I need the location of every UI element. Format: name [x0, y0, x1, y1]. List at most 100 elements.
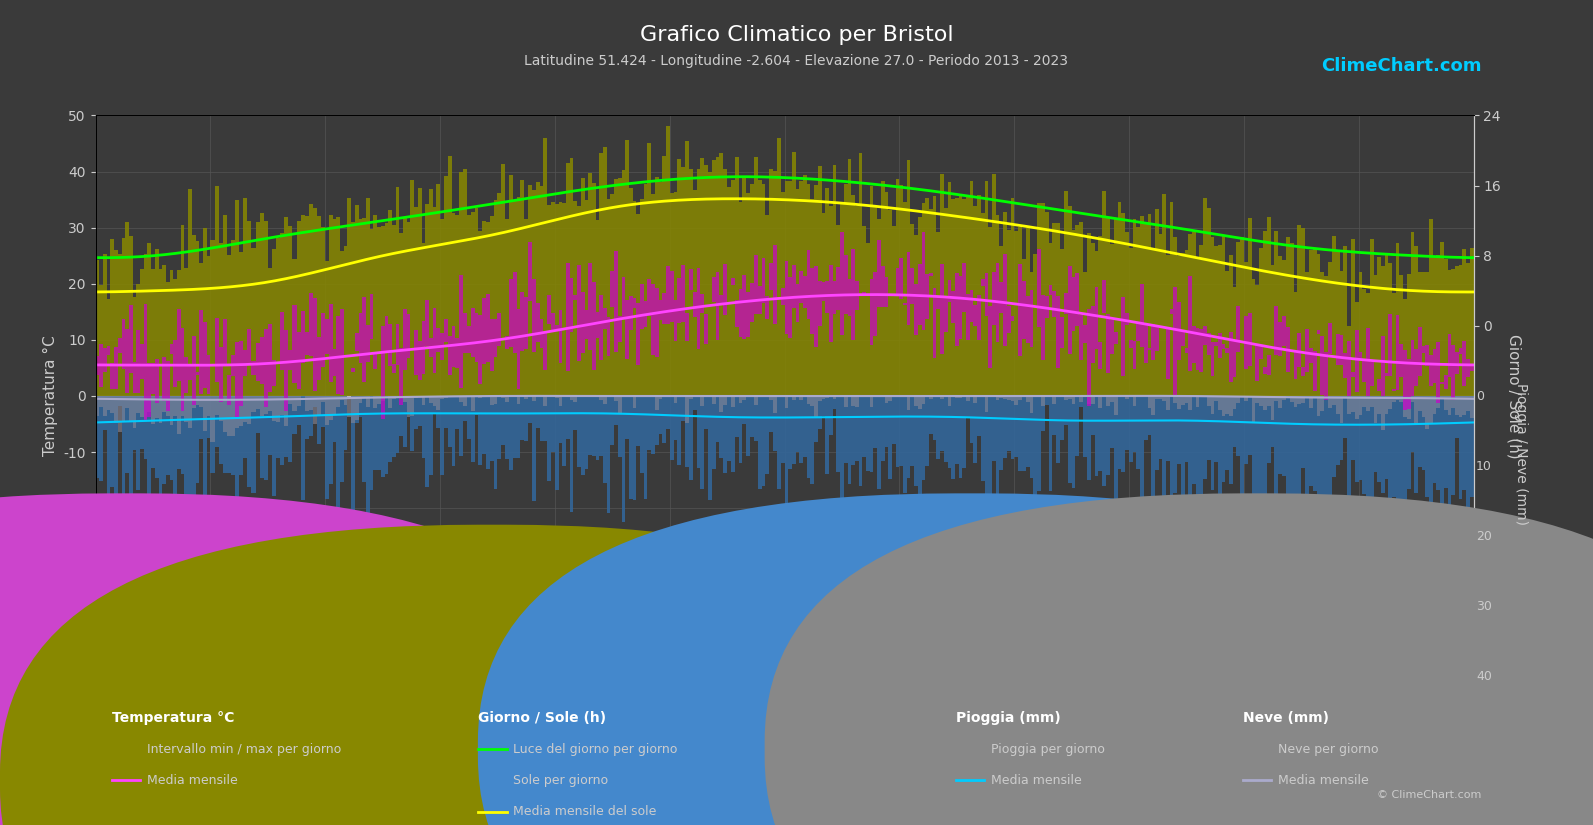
Bar	[336, 317, 339, 394]
Bar	[1454, 396, 1459, 416]
Bar	[1196, 396, 1200, 408]
Bar	[666, 126, 669, 396]
Bar	[1321, 336, 1324, 395]
Bar	[1451, 396, 1454, 495]
Bar	[494, 396, 497, 404]
Bar	[1356, 330, 1359, 392]
Bar	[392, 396, 395, 399]
Bar	[1158, 396, 1163, 459]
Bar	[1177, 396, 1180, 464]
Bar	[884, 396, 889, 447]
Bar	[322, 227, 325, 396]
Bar	[366, 396, 370, 516]
Bar	[1407, 396, 1410, 419]
Bar	[817, 280, 822, 326]
Bar	[1200, 329, 1203, 372]
Bar	[1083, 396, 1086, 457]
Bar	[626, 300, 629, 359]
Bar	[1007, 396, 1010, 400]
Bar	[288, 396, 293, 462]
Bar	[1166, 396, 1169, 460]
Bar	[926, 396, 929, 466]
Bar	[1147, 396, 1152, 408]
Bar	[328, 396, 333, 420]
Bar	[284, 218, 288, 396]
Bar	[870, 396, 873, 407]
Bar	[1440, 396, 1443, 398]
Bar	[720, 295, 723, 304]
Bar	[207, 355, 210, 394]
Bar	[1026, 396, 1029, 467]
Bar	[1129, 248, 1133, 396]
Bar	[1421, 396, 1426, 470]
Bar	[483, 298, 486, 364]
Bar	[1099, 396, 1102, 408]
Bar	[1106, 217, 1110, 396]
Text: 20: 20	[1477, 530, 1491, 543]
Bar	[1018, 396, 1021, 399]
Bar	[1021, 281, 1026, 339]
Bar	[414, 396, 417, 398]
Bar	[159, 269, 162, 396]
Text: Latitudine 51.424 - Longitudine -2.604 - Elevazione 27.0 - Periodo 2013 - 2023: Latitudine 51.424 - Longitudine -2.604 -…	[524, 54, 1069, 68]
Text: © ClimeChart.com: © ClimeChart.com	[1376, 790, 1481, 800]
Bar	[96, 260, 99, 396]
Bar	[104, 396, 107, 416]
Bar	[1121, 297, 1125, 375]
Bar	[1392, 389, 1395, 391]
Bar	[1278, 323, 1282, 356]
Bar	[280, 396, 284, 415]
Bar	[1067, 396, 1072, 399]
Bar	[1244, 396, 1247, 464]
Bar	[1459, 266, 1462, 396]
Bar	[1083, 326, 1086, 343]
Bar	[199, 263, 202, 396]
Bar	[1294, 396, 1297, 408]
Bar	[581, 292, 585, 352]
Bar	[148, 363, 151, 417]
Bar	[781, 192, 785, 396]
Bar	[1244, 396, 1247, 401]
Bar	[1080, 396, 1083, 407]
Bar	[1421, 346, 1426, 353]
Bar	[304, 396, 309, 411]
Bar	[626, 396, 629, 440]
Bar	[1029, 396, 1034, 412]
Bar	[535, 396, 540, 427]
Bar	[1247, 314, 1252, 366]
Bar	[384, 317, 389, 351]
Bar	[954, 396, 959, 398]
Bar	[129, 236, 132, 396]
Bar	[929, 396, 933, 399]
Bar	[1045, 396, 1048, 405]
Bar	[223, 396, 226, 474]
Bar	[166, 361, 170, 411]
Bar	[325, 318, 328, 354]
Bar	[1343, 246, 1348, 396]
Bar	[1196, 328, 1200, 370]
Bar	[1144, 396, 1147, 441]
Bar	[115, 396, 118, 502]
Bar	[1418, 272, 1421, 396]
Bar	[1072, 396, 1075, 488]
Bar	[636, 214, 640, 396]
Bar	[682, 167, 685, 396]
Bar	[129, 305, 132, 373]
Bar	[140, 270, 143, 396]
Bar	[425, 300, 429, 346]
Bar	[1015, 396, 1018, 405]
Bar	[1329, 396, 1332, 408]
Bar	[588, 173, 593, 396]
Bar	[773, 396, 777, 451]
Bar	[406, 314, 411, 358]
Bar	[792, 266, 795, 308]
Bar	[1048, 396, 1053, 491]
Bar	[188, 189, 191, 396]
Bar	[977, 295, 981, 340]
Text: 30: 30	[1477, 600, 1491, 613]
Bar	[926, 198, 929, 396]
Bar	[521, 180, 524, 396]
Bar	[429, 338, 433, 356]
Bar	[540, 186, 543, 396]
Bar	[862, 396, 867, 457]
